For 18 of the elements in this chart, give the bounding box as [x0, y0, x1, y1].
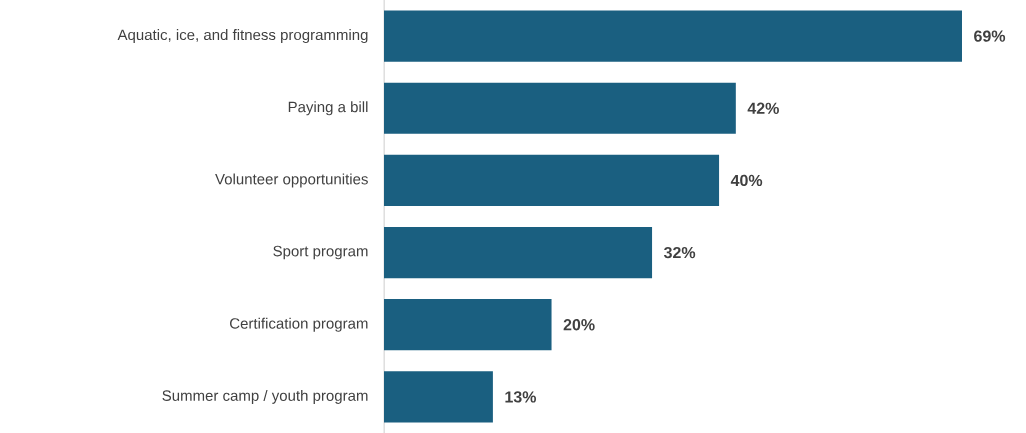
- y-tick-label: Certification program: [230, 317, 368, 332]
- bar: [384, 10, 962, 62]
- bar: [384, 226, 653, 279]
- y-tick-label: Sport program: [273, 245, 368, 260]
- data-label: 40%: [730, 174, 763, 187]
- data-label: 42%: [747, 102, 779, 114]
- bar: [384, 299, 552, 351]
- data-label: 20%: [563, 319, 595, 331]
- y-tick-label: Summer camp / youth program: [162, 389, 368, 404]
- bar: [384, 371, 493, 423]
- y-tick-label: Paying a bill: [288, 101, 368, 116]
- data-label: 32%: [663, 246, 696, 259]
- bar: [384, 82, 736, 134]
- data-label: 69%: [974, 30, 1006, 42]
- y-tick-label: Aquatic, ice, and fitness programming: [117, 29, 368, 44]
- y-tick-label: Volunteer opportunities: [215, 173, 368, 188]
- data-label: 13%: [505, 391, 537, 403]
- bar: [384, 154, 720, 207]
